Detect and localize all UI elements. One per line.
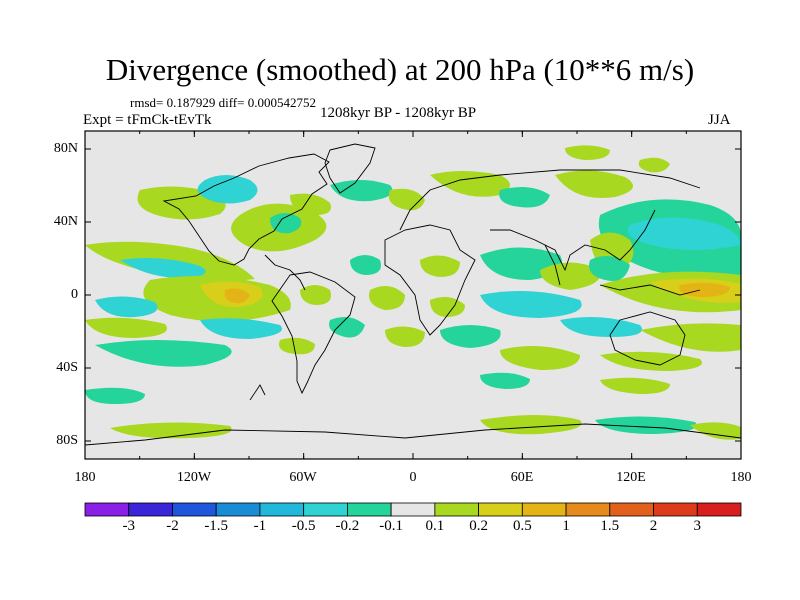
field-blob (595, 416, 697, 434)
colorbar-label: -1 (253, 518, 267, 534)
field-blob (420, 255, 460, 277)
colorbar-swatch (128, 502, 173, 517)
colorbar-label: -1.5 (204, 518, 229, 534)
colorbar-label: 0.2 (469, 518, 488, 534)
colorbar-label: -0.2 (335, 518, 360, 534)
field-blob (329, 316, 365, 338)
colorbar-label: -3 (122, 518, 135, 534)
field-blob (85, 387, 145, 404)
field-blob (560, 316, 642, 337)
experiment-label: Expt = tFmCk-tEvTk (83, 112, 212, 128)
colorbar-swatch (303, 502, 348, 517)
field-blob (589, 256, 630, 281)
x-tick-60W: 60W (289, 470, 317, 485)
field-blob (480, 415, 582, 435)
field-blob (500, 346, 580, 370)
y-tick-40N: 40N (53, 214, 78, 229)
colorbar-swatch (346, 502, 392, 517)
field-blob (385, 326, 425, 347)
colorbar-swatch (172, 502, 217, 517)
y-tick-80N: 80N (53, 141, 78, 156)
field-blob (350, 255, 381, 275)
rmsd-diff-stats: rmsd= 0.187929 diff= 0.000542752 (130, 95, 316, 110)
colorbar-label: -0.5 (291, 518, 316, 534)
field-blob (430, 171, 510, 197)
field-blob (369, 286, 405, 310)
field-blob (600, 377, 670, 394)
field-blob (110, 422, 232, 439)
field-blob (679, 282, 730, 297)
colorbar-swatch (478, 502, 523, 517)
field-blob (640, 323, 741, 352)
field-blob (480, 372, 530, 389)
x-tick-120E: 120E (616, 470, 646, 485)
colorbar-swatch (696, 502, 742, 517)
colorbar-label: 1.5 (600, 518, 620, 534)
colorbar-swatch (565, 502, 611, 517)
x-tick-120W: 120W (176, 470, 212, 485)
field-blob (197, 175, 258, 204)
x-tick-60E: 60E (510, 470, 534, 485)
colorbar-label: -2 (166, 518, 179, 534)
field-blob (480, 291, 582, 318)
colorbar-swatch (434, 502, 480, 517)
colorbar-label: 1 (562, 518, 570, 534)
field-blob (638, 157, 670, 173)
chart-title: Divergence (smoothed) at 200 hPa (10**6 … (105, 52, 695, 87)
period-label: 1208kyr BP - 1208kyr BP (320, 105, 477, 121)
x-tick-180e: 180 (730, 470, 752, 485)
field-blob (95, 296, 158, 318)
colorbar-swatch (84, 502, 130, 517)
colorbar-swatch (390, 502, 436, 517)
field-blob (388, 188, 425, 211)
colorbar-swatch (609, 502, 654, 517)
colorbar-label: 2 (649, 518, 658, 534)
y-tick-40S: 40S (56, 360, 78, 375)
colorbar-swatch (653, 502, 698, 517)
colorbar-label: 3 (693, 518, 702, 534)
field-blob (85, 317, 167, 338)
coastlines (85, 143, 741, 446)
field-blob (440, 325, 501, 348)
field-blob (555, 170, 633, 199)
field-blob (300, 285, 331, 305)
season-label: JJA (708, 112, 731, 128)
colorbar-label: 0.5 (512, 518, 532, 534)
field-blob (499, 186, 550, 208)
field-blob (627, 217, 741, 250)
field-blob (540, 262, 601, 290)
field-blob (95, 340, 232, 367)
colorbar-label: -0.1 (379, 518, 403, 534)
x-tick-0: 0 (409, 470, 417, 485)
y-tick-80S: 80S (56, 433, 78, 448)
colorbar-swatch (215, 502, 261, 517)
field-blob (200, 318, 282, 339)
field-blob (224, 288, 250, 304)
divergence-field (85, 145, 741, 440)
field-blob (565, 145, 610, 160)
field-blob (270, 213, 302, 234)
field-blob (330, 180, 393, 202)
field-blob (690, 422, 741, 440)
colorbar (84, 502, 742, 517)
colorbar-swatch (521, 502, 567, 517)
y-tick-0: 0 (71, 287, 78, 302)
colorbar-swatch (259, 502, 305, 517)
x-tick-180w: 180 (74, 470, 96, 485)
colorbar-label: 0.1 (425, 518, 445, 534)
field-blob (120, 258, 206, 279)
field-blob (279, 337, 315, 355)
